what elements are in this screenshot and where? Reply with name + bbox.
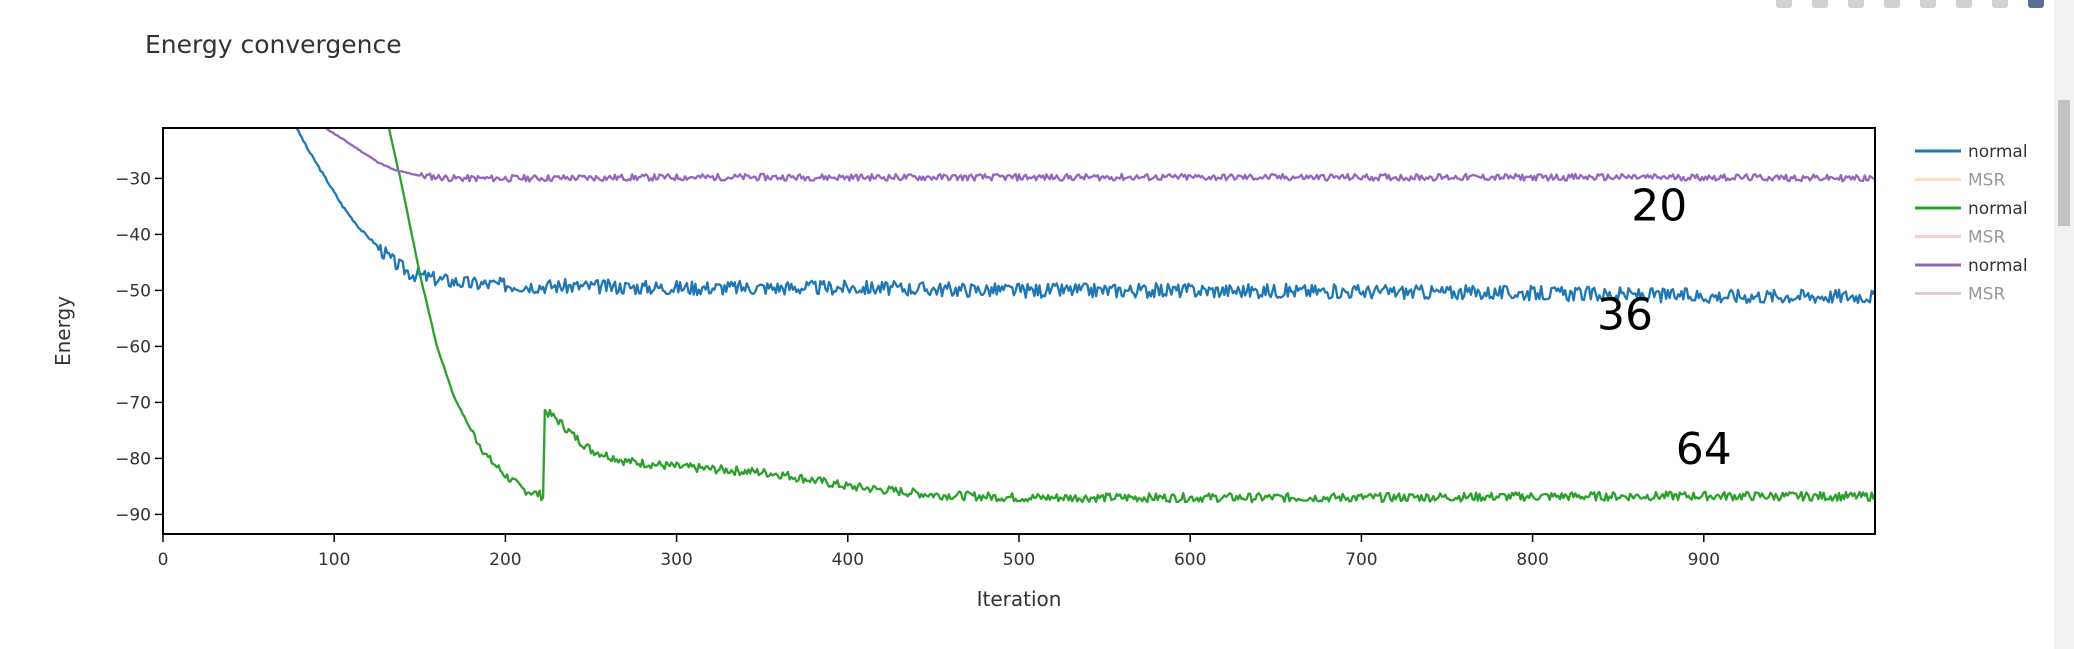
legend-label: normal [1968,256,2028,276]
annotation-label-1: 36 [1597,290,1653,341]
y-axis-label: Energy [51,296,75,366]
camera-icon[interactable] [1776,0,1792,8]
y-tick-label: −60 [115,337,151,357]
annotation-label-0: 20 [1631,180,1687,231]
y-axis: −90 −80 −70 −60 −50 −40 −30 [115,169,163,525]
x-axis: 0 100 200 300 400 500 600 700 800 900 [158,534,1720,570]
chart-title: Energy convergence [145,30,402,59]
zoom-in-icon[interactable] [1884,0,1900,8]
modebar[interactable] [1776,0,2044,10]
pan-icon[interactable] [1848,0,1864,8]
x-tick-label: 900 [1688,550,1720,570]
autoscale-icon[interactable] [1956,0,1972,8]
zoom-out-icon[interactable] [1920,0,1936,8]
y-tick-label: −80 [115,449,151,469]
y-tick-label: −70 [115,393,151,413]
legend-label: MSR [1968,285,2005,305]
series-line-4 [324,128,1875,183]
legend-item-5[interactable]: MSR [1915,285,2005,305]
x-tick-label: 400 [832,550,864,570]
series-layer [295,128,1875,504]
x-tick-label: 200 [489,550,521,570]
scrollbar[interactable] [2054,0,2074,649]
legend-label: normal [1968,199,2028,219]
x-tick-label: 100 [318,550,350,570]
zoom-icon[interactable] [1812,0,1828,8]
scrollbar-thumb[interactable] [2058,100,2070,226]
legend-item-3[interactable]: MSR [1915,228,2005,248]
y-tick-label: −40 [115,225,151,245]
legend-label: MSR [1968,171,2005,191]
legend-item-2[interactable]: normal [1915,199,2028,219]
y-tick-label: −30 [115,169,151,189]
x-tick-label: 600 [1174,550,1206,570]
x-tick-label: 0 [158,550,169,570]
legend-label: MSR [1968,228,2005,248]
y-tick-label: −50 [115,281,151,301]
legend-label: normal [1968,142,2028,162]
x-tick-label: 700 [1345,550,1377,570]
legend[interactable]: normal MSR normal MSR normal MSR [1915,142,2028,305]
annotations: 20 36 64 [1597,180,1732,475]
annotation-label-2: 64 [1676,424,1732,475]
reset-axes-icon[interactable] [1992,0,2008,8]
legend-item-0[interactable]: normal [1915,142,2028,162]
x-axis-label: Iteration [977,587,1062,611]
series-line-2 [387,128,1875,504]
legend-item-1[interactable]: MSR [1915,171,2005,191]
x-tick-label: 800 [1516,550,1548,570]
x-tick-label: 300 [660,550,692,570]
x-tick-label: 500 [1003,550,1035,570]
legend-item-4[interactable]: normal [1915,256,2028,276]
y-tick-label: −90 [115,505,151,525]
series-line-0 [295,128,1875,305]
plotly-logo-icon[interactable] [2028,0,2044,8]
